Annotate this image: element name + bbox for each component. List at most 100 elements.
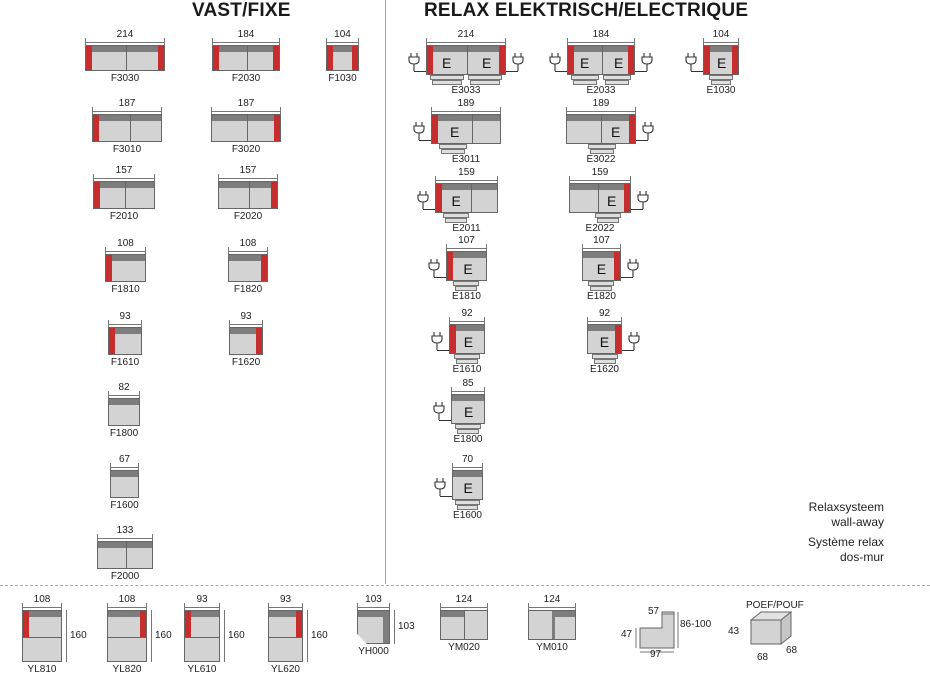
relax-model-e1030: 104 E E1030 — [685, 29, 739, 101]
relax-model-e1620: 92 E E1620 — [587, 308, 640, 380]
footrest — [456, 359, 478, 364]
sofa-body: E — [582, 251, 621, 281]
relax-seat-letter: E — [596, 261, 607, 277]
model-code: YL820 — [112, 664, 142, 675]
dimension-tick — [435, 176, 436, 183]
dimension-tick — [497, 176, 498, 183]
fixed-model-f1600: 67 F1600 — [110, 454, 139, 524]
seat-seam — [467, 46, 468, 74]
width-label: 187 — [118, 98, 136, 109]
width-dimension: 93 — [108, 311, 142, 327]
power-plug-icon — [627, 259, 639, 277]
width-dimension: 93 — [268, 594, 303, 610]
fixed-model-f1610: 93 F1610 — [108, 311, 142, 381]
sofa-body — [97, 541, 153, 569]
model-code: F1620 — [231, 357, 261, 368]
sofa-body — [22, 610, 62, 662]
dimension-tick — [358, 38, 359, 45]
side-profile-shape — [639, 611, 675, 649]
backrest — [185, 611, 219, 617]
width-dimension: 184 — [567, 29, 635, 45]
relax-seat-letter: E — [599, 334, 610, 350]
relax-model-e1800: 85 E E1800 — [433, 378, 485, 450]
footrest — [588, 144, 616, 149]
sofa-body: E — [569, 183, 631, 213]
width-label: 189 — [592, 98, 610, 109]
footrest — [432, 80, 462, 85]
sofa-body — [528, 610, 576, 640]
depth-line — [394, 610, 395, 644]
dimension-tick — [634, 38, 635, 45]
model-code: E3033 — [451, 85, 481, 96]
side-profile-depth-label: 97 — [650, 649, 662, 660]
dimension-line — [97, 538, 153, 539]
backrest — [23, 611, 61, 617]
armrest-right — [499, 46, 505, 74]
side-profile-height-label: 86-100 — [680, 619, 712, 630]
footrest — [605, 80, 629, 85]
dimension-line — [211, 111, 281, 112]
footrest — [711, 80, 731, 85]
dimension-tick — [146, 603, 147, 610]
footrest — [453, 281, 479, 286]
pouf-depth-label: 68 — [786, 645, 798, 656]
sofa-body — [110, 470, 139, 498]
fixed-model-f1030: 104 F1030 — [326, 29, 359, 97]
footrest — [573, 80, 597, 85]
dimension-line — [184, 607, 220, 608]
footrest — [597, 218, 619, 223]
note-fr-line2: dos-mur — [839, 550, 884, 564]
armrest-right — [158, 46, 164, 70]
width-label: 93 — [119, 311, 131, 322]
relax-model-e3022: 189 E E3022 — [566, 98, 654, 170]
width-dimension: 108 — [22, 594, 62, 610]
relax-seat-letter: E — [580, 55, 590, 71]
width-dimension: 67 — [110, 454, 139, 470]
dimension-tick — [431, 107, 432, 114]
width-label: 214 — [116, 29, 134, 40]
dimension-line — [268, 607, 303, 608]
dimension-tick — [164, 38, 165, 45]
footrest — [470, 80, 500, 85]
dimension-tick — [620, 244, 621, 251]
model-code: E1800 — [453, 434, 483, 445]
dimension-tick — [138, 463, 139, 470]
armrest-left — [447, 252, 453, 280]
model-code: E1810 — [452, 291, 481, 302]
relax-seat-letter: E — [607, 193, 617, 209]
dimension-tick — [389, 603, 390, 610]
model-code: YL610 — [187, 664, 217, 675]
width-dimension: 104 — [326, 29, 359, 45]
dimension-tick — [528, 603, 529, 610]
seat-seam — [472, 115, 473, 143]
backrest — [229, 255, 267, 261]
half-side — [552, 611, 555, 639]
power-plug-icon — [512, 53, 524, 71]
sofa-body: E — [449, 324, 485, 354]
chaise-seam — [185, 637, 219, 638]
cable — [621, 277, 633, 278]
sofa-body — [107, 610, 147, 662]
fixed-model-f3020: 187 F3020 — [211, 98, 281, 168]
cable — [636, 140, 648, 141]
backrest — [453, 471, 482, 477]
width-label: 107 — [593, 235, 610, 246]
armrest-left — [704, 46, 710, 74]
power-plug-icon — [434, 478, 446, 496]
width-label: 184 — [592, 29, 610, 40]
relax-model-e1600: 70 E E1600 — [434, 454, 483, 526]
dimension-tick — [229, 320, 230, 327]
armrest-right — [352, 46, 358, 70]
width-label: 107 — [458, 235, 475, 246]
sofa-body — [184, 610, 220, 662]
dimension-line — [440, 607, 488, 608]
dimension-tick — [505, 38, 506, 45]
armrest-right — [628, 46, 634, 74]
cable — [631, 209, 643, 210]
backrest — [583, 252, 620, 258]
dimension-line — [93, 178, 155, 179]
armrest-left — [427, 46, 433, 74]
armrest-left — [106, 255, 112, 281]
armrest-left — [568, 46, 574, 74]
sofa-body — [211, 114, 281, 142]
